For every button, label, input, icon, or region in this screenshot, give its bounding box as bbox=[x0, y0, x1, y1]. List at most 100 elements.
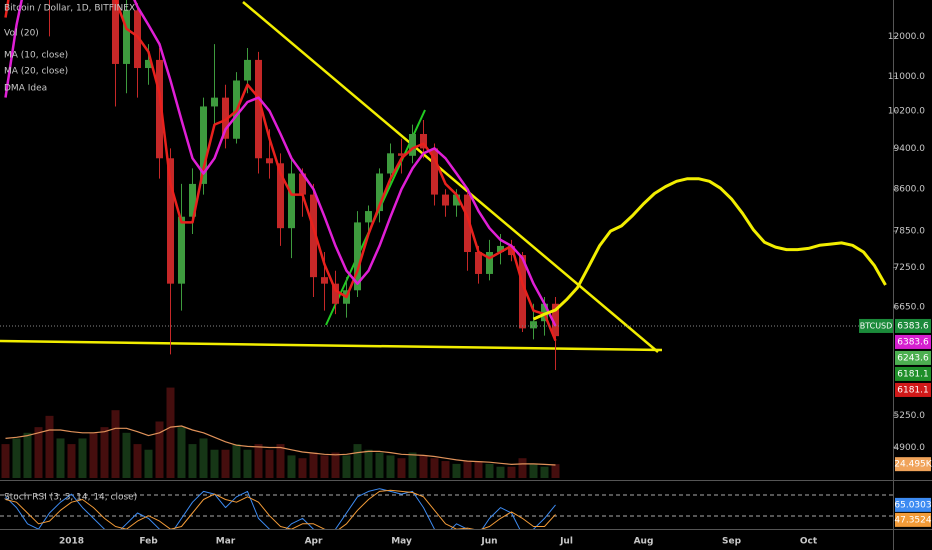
price-tag-label: 6383.6 bbox=[897, 337, 929, 347]
volume-bar bbox=[419, 455, 428, 478]
volume-bar bbox=[485, 463, 494, 478]
candle-body bbox=[222, 97, 229, 139]
stoch-k bbox=[5, 488, 556, 529]
volume-bar bbox=[199, 438, 208, 478]
candle-body bbox=[145, 59, 152, 69]
candle-body bbox=[519, 255, 526, 329]
support-line bbox=[0, 339, 663, 352]
volume-bar bbox=[1, 444, 10, 478]
volume-bar bbox=[353, 444, 362, 478]
candle-body bbox=[123, 10, 130, 64]
candle-body bbox=[200, 106, 207, 184]
legend-entry: Stoch RSI (3, 3, 14, 14, close) bbox=[4, 493, 137, 503]
symbol-tag-label: BTCUSD bbox=[860, 321, 893, 330]
price-tag bbox=[895, 457, 931, 472]
price-tag bbox=[895, 512, 931, 527]
volume-bar bbox=[331, 452, 340, 478]
candle-body bbox=[530, 321, 537, 329]
candle-body bbox=[354, 222, 361, 291]
volume-bar bbox=[34, 427, 43, 478]
price-tag bbox=[895, 350, 931, 365]
candle-body bbox=[497, 245, 504, 253]
x-tick-label: 2018 bbox=[59, 537, 84, 547]
candle-body bbox=[541, 303, 548, 322]
volume-bar bbox=[144, 449, 153, 478]
candle-body bbox=[464, 194, 471, 253]
stoch-layer bbox=[0, 488, 893, 529]
volume-bar bbox=[89, 432, 98, 478]
y-tick-label: 8600.0 bbox=[894, 185, 926, 195]
volume-bar bbox=[67, 444, 76, 478]
candle-body bbox=[420, 133, 427, 149]
volume-bar bbox=[342, 455, 351, 478]
volume-bar bbox=[474, 461, 483, 478]
volume-bar bbox=[540, 466, 549, 478]
volume-bar bbox=[111, 410, 120, 478]
volume-bar bbox=[507, 466, 516, 478]
candle-body bbox=[299, 173, 306, 195]
volume-bar bbox=[529, 463, 538, 478]
candle-body bbox=[211, 97, 218, 107]
price-tag bbox=[895, 382, 931, 397]
volume-bar bbox=[78, 438, 87, 478]
price-tag bbox=[895, 497, 931, 512]
volume-bar bbox=[188, 444, 197, 478]
x-tick-label: Mar bbox=[216, 537, 236, 547]
x-tick-label: Apr bbox=[305, 537, 323, 547]
x-tick-label: May bbox=[391, 537, 412, 547]
price-layer bbox=[0, 0, 893, 370]
volume-bar bbox=[221, 449, 230, 478]
volume-bar bbox=[397, 458, 406, 478]
symbol-tag bbox=[859, 318, 893, 333]
candle-body bbox=[277, 163, 284, 229]
axis-layer: 12000.0 11000.0 10200.0 9400.0 8600.0 7850.0 7… bbox=[59, 32, 932, 547]
price-tag-label: 6181.1 bbox=[897, 385, 929, 395]
volume-bar bbox=[122, 432, 131, 478]
x-tick-label: Jun bbox=[480, 537, 497, 547]
volume-bar bbox=[45, 415, 54, 478]
y-tick-label: 7850.0 bbox=[894, 227, 926, 237]
candle-body bbox=[112, 0, 119, 64]
legend-entry: MA (10, close) bbox=[4, 51, 68, 61]
volume-bar bbox=[364, 449, 373, 478]
volume-bar bbox=[100, 427, 109, 478]
volume-bar bbox=[496, 466, 505, 478]
candle-body bbox=[156, 59, 163, 159]
candle-body bbox=[398, 153, 405, 156]
candle-body bbox=[244, 59, 251, 81]
price-tag bbox=[895, 334, 931, 349]
candle-body bbox=[255, 59, 262, 159]
y-tick-label: 4900.0 bbox=[894, 443, 926, 453]
y-tick-label: 5250.0 bbox=[894, 411, 926, 421]
x-tick-label: Sep bbox=[722, 537, 742, 547]
volume-bar bbox=[232, 444, 241, 478]
legend-entry: DMA Idea bbox=[4, 84, 47, 94]
volume-bar bbox=[320, 455, 329, 478]
candle-body bbox=[178, 216, 185, 284]
candle-body bbox=[552, 303, 559, 337]
candle-body bbox=[310, 194, 317, 278]
x-tick-label: Feb bbox=[139, 537, 158, 547]
volume-bar bbox=[386, 455, 395, 478]
candle-body bbox=[387, 153, 394, 174]
candle-body bbox=[486, 252, 493, 274]
volume-bar bbox=[408, 452, 417, 478]
volume-bar bbox=[12, 438, 21, 478]
y-tick-label: 7250.0 bbox=[894, 263, 926, 273]
volume-bar bbox=[210, 449, 219, 478]
price-tag bbox=[895, 318, 931, 333]
candle-body bbox=[321, 277, 328, 284]
volume-bar bbox=[155, 421, 164, 478]
chart-title: Bitcoin / Dollar, 1D, BITFINEX bbox=[4, 4, 135, 14]
volume-bar bbox=[309, 452, 318, 478]
price-tag bbox=[895, 366, 931, 381]
x-tick-label: Jul bbox=[559, 537, 573, 547]
volume-bar bbox=[243, 449, 252, 478]
volume-bar bbox=[463, 461, 472, 478]
price-tag-label: 47.3524 bbox=[894, 515, 931, 525]
candle-body bbox=[475, 252, 482, 274]
price-tag-label: 6181.1 bbox=[897, 369, 929, 379]
volume-bar bbox=[23, 432, 32, 478]
volume-bar bbox=[56, 438, 65, 478]
